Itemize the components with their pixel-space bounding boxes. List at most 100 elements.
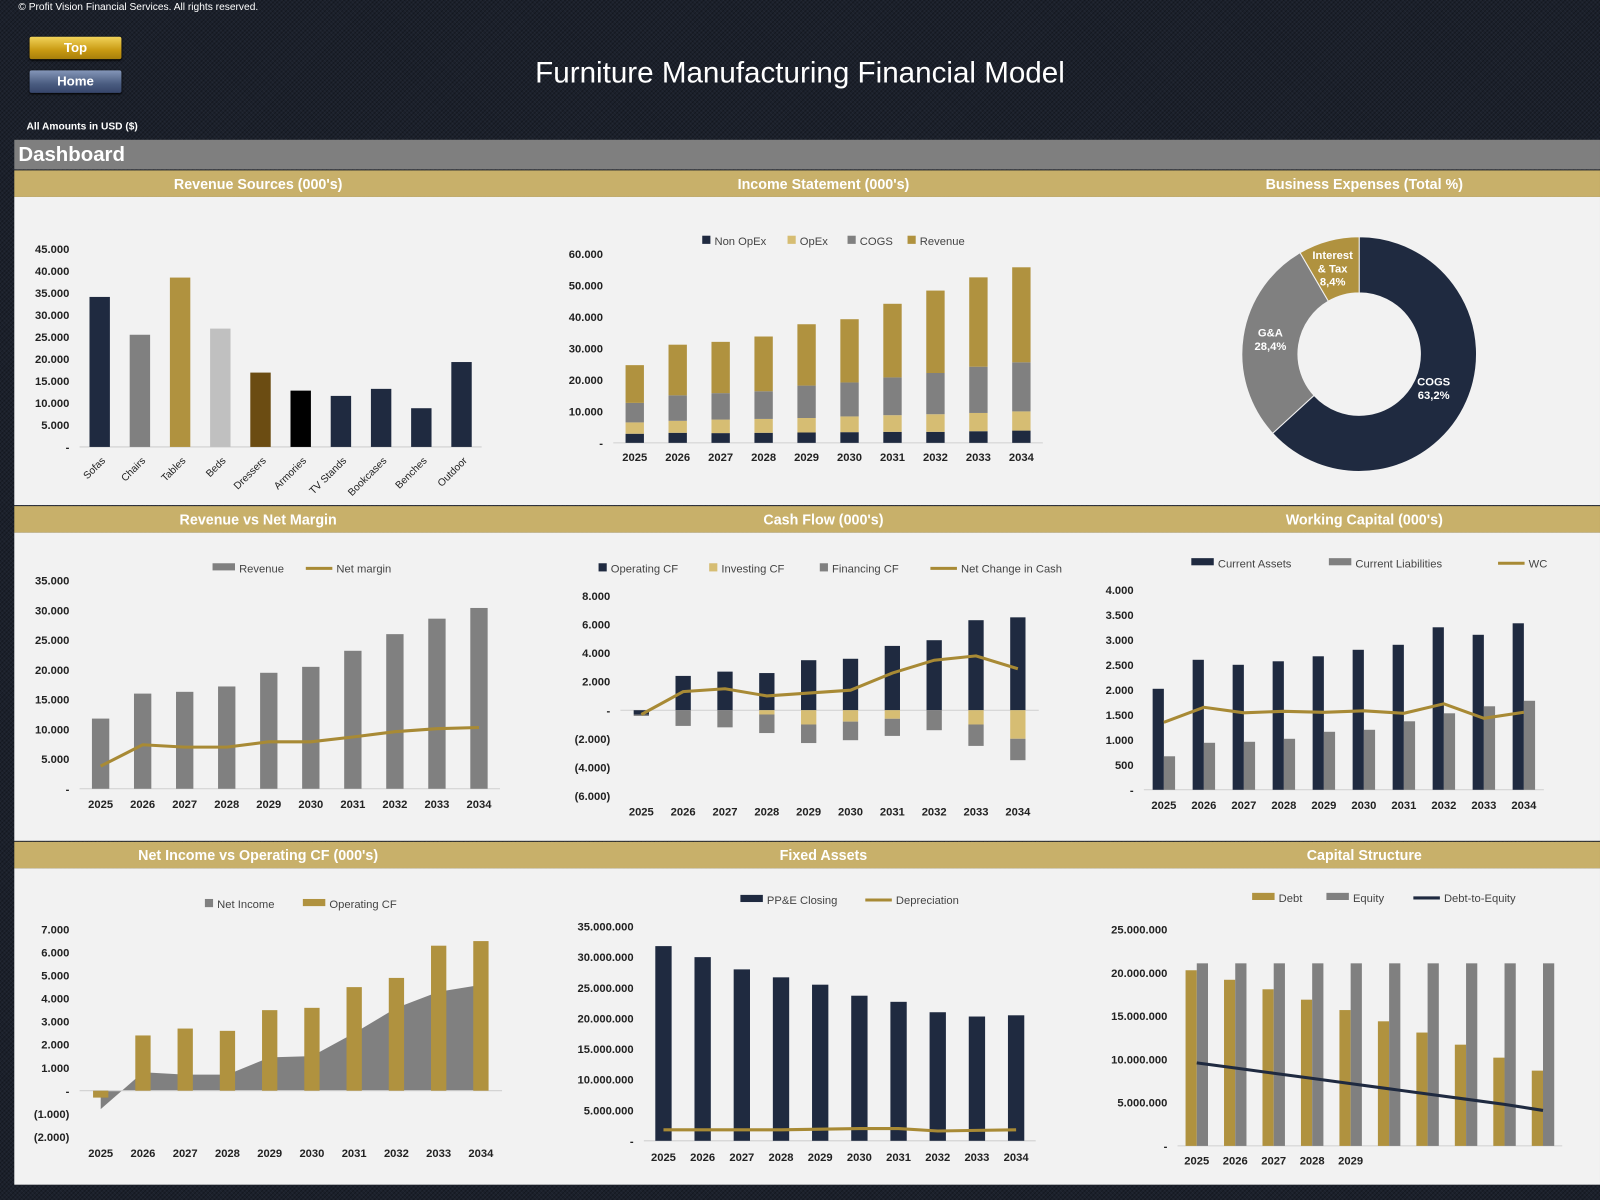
y-tick-label: 7.000 (41, 925, 69, 937)
x-tick-label: 2033 (964, 806, 989, 818)
bar-operating-cf (135, 1035, 151, 1091)
x-tick-label: 2028 (214, 799, 239, 811)
stacked-bar-opex (883, 415, 902, 432)
line-net-margin (99, 725, 480, 768)
y-tick-label: 1.000 (41, 1063, 69, 1075)
y-tick-label: 40.000 (35, 266, 69, 278)
bar-current-liabilities (1283, 738, 1296, 790)
x-tick-label: Benches (394, 456, 430, 492)
bar-debt (1300, 999, 1313, 1146)
x-tick-label: 2029 (1338, 1155, 1363, 1167)
bar-revenue (260, 672, 278, 789)
y-tick-label: (2.000) (34, 1132, 70, 1144)
x-tick-label: 2034 (1004, 1152, 1030, 1164)
bar-current-assets (1352, 649, 1364, 790)
row-2-header-band (14, 506, 1600, 533)
stacked-bar-financing-cf (801, 724, 817, 744)
x-tick-label: 2029 (256, 799, 281, 811)
bar-current-liabilities (1163, 756, 1176, 790)
legend-item: COGS (847, 235, 893, 248)
bar-current-liabilities (1483, 706, 1496, 790)
legend-item: PP&E Closing (740, 894, 837, 907)
y-tick-label: 4.000 (41, 994, 69, 1006)
y-tick-label: (6.000) (575, 791, 611, 803)
stacked-bar-investing-cf (968, 710, 984, 725)
y-tick-label: - (606, 705, 610, 717)
legend-swatch (1328, 558, 1352, 566)
legend-label: Debt-to-Equity (1444, 893, 1516, 905)
bar-revenue (89, 296, 110, 447)
x-tick-label: 2028 (1300, 1155, 1325, 1167)
x-tick-label: 2025 (651, 1152, 676, 1164)
stacked-bar-cogs (668, 395, 687, 421)
bar-revenue (330, 395, 352, 447)
donut-slice-g-a (1241, 252, 1330, 435)
y-tick-label: 6.000 (582, 620, 610, 632)
bar-operating-cf (219, 1030, 236, 1091)
y-tick-label: (4.000) (575, 762, 611, 774)
x-tick-label: Dressers (232, 456, 269, 493)
stacked-bar-revenue (668, 344, 687, 396)
y-tick-label: 10.000.000 (578, 1075, 634, 1087)
legend-label: Net Income (217, 899, 274, 911)
x-tick-label: 2027 (172, 799, 197, 811)
x-tick-label: 2029 (1311, 800, 1336, 812)
y-tick-label: 25.000.000 (1111, 925, 1167, 937)
legend-item: Debt (1252, 892, 1303, 905)
x-tick-label: 2025 (88, 799, 113, 811)
fixed-assets-chart: - 5.000.000 10.000.000 15.000.000 20.000.000… (578, 894, 1036, 1164)
x-tick-label: 2031 (1391, 800, 1416, 812)
area-net-income (100, 984, 481, 1110)
x-tick-label: 2026 (130, 1148, 155, 1160)
y-tick-label: 60.000 (569, 249, 603, 261)
revenue-vs-net-margin-chart: - 5.000 10.000 15.000 20.000 25.000 30.000 35.0… (35, 563, 500, 811)
stacked-bar-operating-cf (968, 620, 984, 711)
y-tick-label: - (630, 1136, 634, 1148)
legend-item: Net Change in Cash (930, 563, 1062, 575)
legend-item: Financing CF (819, 563, 899, 575)
stacked-bar-cogs (883, 377, 902, 416)
y-tick-label: 2.500 (1106, 660, 1134, 672)
legend-label: OpEx (800, 236, 828, 248)
stacked-bar-investing-cf (759, 710, 775, 715)
x-tick-label: 2027 (173, 1148, 198, 1160)
y-tick-label: 25.000 (35, 635, 69, 647)
bar-current-assets (1232, 664, 1244, 790)
x-tick-label: Armories (272, 456, 309, 493)
x-tick-label: Sofas (82, 456, 108, 482)
stacked-bar-financing-cf (717, 710, 733, 728)
bar-revenue (250, 372, 271, 447)
y-tick-label: 20.000.000 (1111, 968, 1167, 980)
stacked-bar-cogs (754, 391, 773, 419)
bar-pp-e-closing (694, 957, 711, 1141)
x-tick-label: 2025 (629, 806, 654, 818)
home-button[interactable]: Home (29, 70, 122, 93)
line-depreciation (663, 1127, 1017, 1133)
stacked-bar-revenue (625, 365, 644, 403)
stacked-bar-opex (625, 422, 644, 434)
panel-title-revenue-sources: Revenue Sources (000's) (173, 175, 343, 192)
y-tick-label: 3.000 (1106, 635, 1134, 647)
bar-revenue (386, 634, 404, 789)
bar-equity (1466, 963, 1478, 1146)
bar-debt (1377, 1021, 1390, 1146)
stacked-bar-revenue (754, 336, 773, 392)
legend-item: WC (1498, 558, 1547, 570)
x-tick-label: 2032 (925, 1152, 950, 1164)
x-tick-label: 2030 (838, 806, 863, 818)
income-statement-chart: - 10.000 20.000 30.000 40.000 50.000 60.000 202… (569, 235, 1043, 464)
legend-item: Equity (1326, 892, 1385, 905)
donut-data-label: Interest & Tax 8,4% (1312, 250, 1353, 289)
bar-equity (1389, 963, 1401, 1146)
panel-title-cash-flow: Cash Flow (000's) (763, 511, 884, 528)
y-tick-label: 2.000 (582, 677, 610, 689)
top-button[interactable]: Top (29, 36, 122, 60)
x-tick-label: 2028 (754, 806, 779, 818)
bar-operating-cf (304, 1007, 320, 1091)
bar-revenue (218, 686, 236, 789)
x-tick-label: 2032 (923, 452, 948, 464)
row-3-header-band (14, 841, 1600, 869)
bar-debt (1416, 1032, 1428, 1146)
bar-revenue (470, 607, 488, 789)
